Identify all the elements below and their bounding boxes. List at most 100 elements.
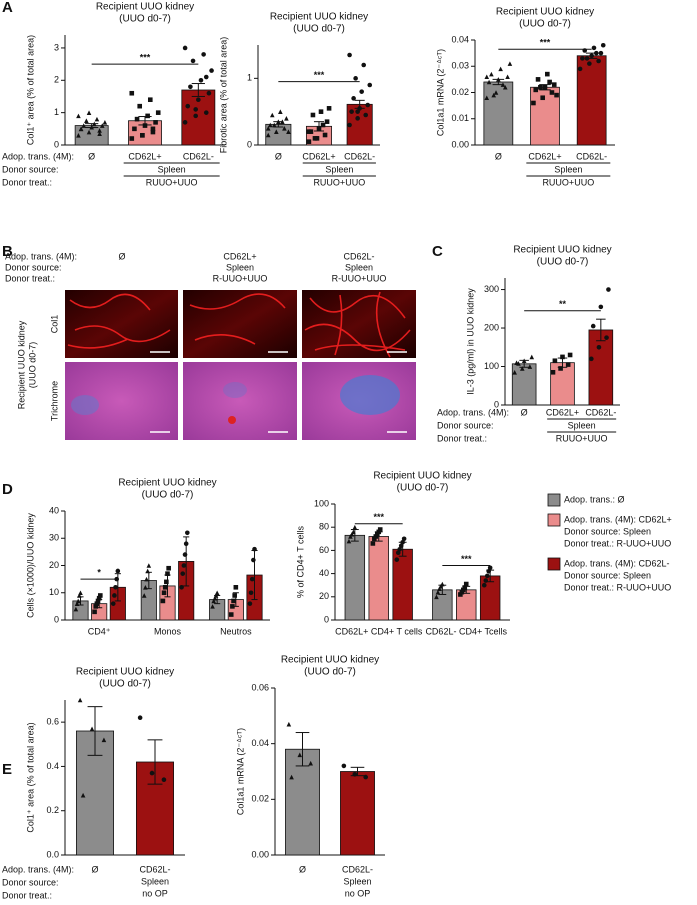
data-point [580,56,585,61]
data-point [93,604,99,609]
data-point [141,593,147,598]
data-point [209,68,214,73]
scale-bars [150,351,407,433]
significance-label: *** [373,512,384,522]
chart-title: Recipient UUO kidney [270,12,368,23]
y-tick-label: 0.04 [251,738,269,748]
bar [340,771,375,856]
data-point [129,90,135,96]
y-tick-label: 100 [314,498,329,508]
chart-title: Recipient UUO kidney [281,655,379,666]
collagen [340,375,400,415]
column-label: R-UUO+UUO [332,273,387,283]
data-point [282,126,287,131]
legend-detail: Donor treat.: R-UUO+UUO [564,538,671,548]
row-label: Donor treat.: [5,273,55,283]
category-label: CD62L- [344,151,375,161]
data-point [161,590,167,596]
data-point [101,737,107,743]
data-point [351,96,356,101]
data-point [99,123,105,128]
category-label: CD62L- [576,151,607,161]
data-point [102,120,108,125]
data-point [355,109,360,114]
data-point [181,563,187,568]
legend-detail: Donor source: Spleen [564,526,651,536]
data-point [394,557,400,562]
data-point [286,721,292,727]
legend-swatch [547,557,561,571]
data-point [512,369,517,375]
significance-label: *** [540,38,551,48]
bar [576,55,607,146]
y-tick-label: 0 [494,399,499,409]
data-point [516,361,521,366]
chart-title: Recipient UUO kidney [513,245,611,256]
y-tick-label: 0.01 [451,113,469,123]
data-point [231,598,236,604]
bar [368,536,389,621]
data-point [552,358,558,364]
data-point [162,585,168,590]
category-label: CD62L+ [528,151,561,161]
span-label: RUUO+UUO [556,433,608,443]
row-label: Adop. trans. (4M): [2,151,74,161]
data-point [550,369,556,375]
legend-label: Adop. trans. (4M): CD62L- [564,558,670,568]
y-tick-label: 0.02 [251,794,269,804]
category-label: Ø [275,151,282,161]
data-point [110,601,116,606]
data-point [140,132,145,138]
data-point [598,50,604,56]
column-label: Spleen [226,262,254,272]
data-point [96,595,102,601]
column-label: Ø [118,251,125,261]
collagen [71,395,99,415]
y-axis-label: Col1⁺ area (% of total area) [25,722,35,832]
category-note: Spleen [343,876,371,886]
span-label: RUUO+UUO [313,177,365,187]
data-point [196,97,201,103]
data-point [491,92,497,98]
data-point [487,565,493,571]
data-point [95,598,101,604]
panel-letter: A [2,0,13,16]
data-point [166,565,171,571]
data-point [502,84,508,90]
data-point [249,576,255,582]
y-tick-label: 0.04 [451,34,469,44]
data-point [604,335,609,340]
data-point [86,110,92,115]
col1-image [65,290,178,358]
data-point [211,598,217,604]
chart-title: Recipient UUO kidney [373,471,471,482]
column-label: CD62L- [343,251,374,261]
data-point [554,92,559,98]
data-point [284,116,289,121]
y-tick-label: 200 [484,322,499,332]
y-axis-label: IL-3 (pg/ml) in UUO kidney [465,288,475,395]
panel-letter: C [432,243,443,260]
data-point [348,534,353,539]
data-point [190,58,196,64]
data-point [164,579,169,585]
data-point [286,129,291,134]
data-point [132,126,137,132]
data-point [147,97,153,103]
category-note: no OP [142,888,168,898]
data-point [507,61,513,66]
data-point [372,536,377,542]
y-tick-label: 100 [484,361,499,371]
data-point [179,585,184,590]
y-tick-label: 0 [247,139,252,149]
data-point [374,531,380,537]
data-point [153,120,158,125]
y-tick-label: 60 [319,545,329,555]
data-point [97,131,102,136]
y-tick-label: 30 [49,533,59,543]
row-label: Donor treat.: [2,177,52,187]
data-point [150,129,156,135]
category-label: CD62L+ [302,151,335,161]
y-tick-label: 0.03 [451,61,469,71]
data-point [214,590,220,596]
